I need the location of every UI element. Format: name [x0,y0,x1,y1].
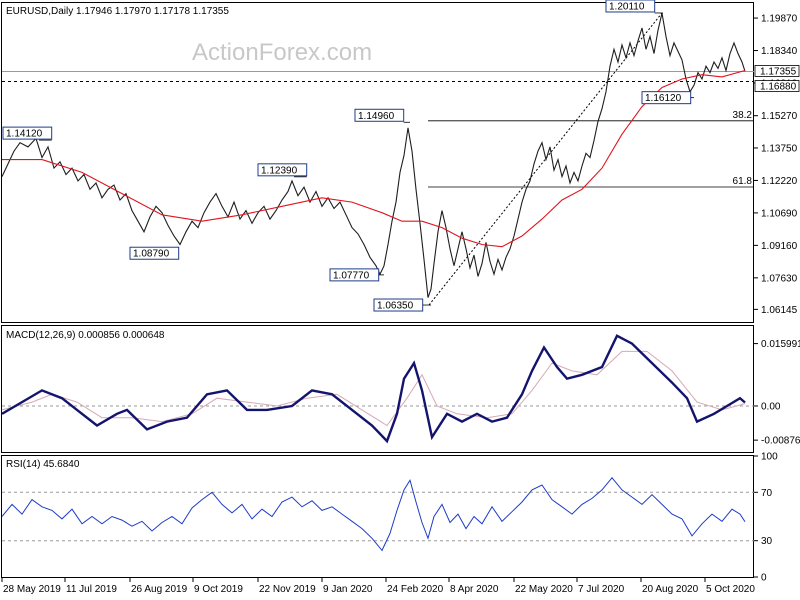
annotation-box [2,126,53,140]
x-tick-label: 24 Feb 2020 [387,584,444,595]
annotation-label: 1.06350 [377,301,414,312]
price-tick-label: 1.12220 [761,176,798,187]
annotation-label: 1.14120 [6,129,43,140]
current-price-label: 1.17355 [760,66,797,77]
x-tick-label: 22 Nov 2019 [259,584,316,595]
x-axis: 28 May 2019 11 Jul 2019 26 Aug 2019 9 Oct 2… [1,578,755,595]
price-tick-label: 1.19870 [761,14,798,25]
price-tick-label: 1.06145 [761,305,798,316]
macd-lines [1,334,746,444]
x-tick-label: 5 Oct 2020 [706,584,755,595]
price-tick-label: 1.13750 [761,143,798,154]
annotation-1.16120: 1.16120 [641,91,694,105]
x-tick-label: 26 Aug 2019 [131,584,188,595]
price-tick-label: 1.15270 [761,111,798,122]
x-tick-label: 7 Jul 2020 [578,584,625,595]
annotation-1.14960: 1.14960 [354,108,410,123]
rsi-panel-frame [1,455,754,578]
rsi-tick-label: 70 [761,488,773,499]
x-tick-label: 22 May 2020 [515,584,573,595]
annotation-1.14120: 1.14120 [2,126,53,141]
price-panel-frame [1,2,754,323]
rsi-lines [1,477,746,552]
rsi-y-axis-ticks: 100 70 30 0 [2,452,778,584]
macd-title: MACD(12,26,9) 0.000856 0.000648 [6,330,165,341]
macd-tick-label: 0.015991 [761,339,800,350]
rsi-tick-label: 100 [761,452,778,463]
x-tick-label: 8 Apr 2020 [450,584,499,595]
annotation-1.12390: 1.12390 [257,163,308,178]
support-price-tag [754,80,800,92]
x-tick-label: 11 Jul 2019 [66,584,117,595]
rsi-tick-label: 0 [761,573,767,584]
price-annotations: 1.14120 1.08790 1.12390 1.07770 1.14960 1.063… [2,0,694,312]
macd-tick-label: -0.00876 [761,436,800,447]
annotation-label: 1.07770 [333,270,370,281]
price-tick-label: 1.18340 [761,46,798,57]
annotation-label: 1.08790 [133,249,170,260]
price-tick-label: 1.09160 [761,241,798,252]
annotation-label: 1.14960 [358,111,395,122]
fib-label: 38.2 [733,110,753,121]
macd-panel-frame [1,325,754,453]
annotation-label: 1.12390 [261,165,298,176]
price-title: EURUSD,Daily 1.17946 1.17970 1.17178 1.1… [6,6,229,17]
macd-tick-label: 0.00 [761,401,781,412]
rsi-title: RSI(14) 45.6840 [6,459,80,470]
macd-line [1,334,746,444]
rsi-tick-label: 30 [761,536,773,547]
annotation-1.08790: 1.08790 [129,246,180,260]
fib-label: 61.8 [733,176,753,187]
annotation-1.20110: 1.20110 [605,0,663,14]
annotation-box [257,163,308,177]
price-tick-label: 1.07630 [761,273,798,284]
annotation-box [605,0,656,13]
price-levels: 38.2 61.8 [2,12,754,306]
price-line [1,13,746,298]
price-tags: 1.17355 1.16880 [754,65,800,93]
x-tick-label: 9 Jan 2020 [323,584,373,595]
current-price-tag [754,65,800,77]
x-tick-label: 9 Oct 2019 [194,584,243,595]
annotation-box [354,108,405,122]
macd-y-axis-ticks: 0.015991 0.00 -0.00876 [2,339,800,447]
price-tick-label: 1.10690 [761,208,798,219]
support-price-label: 1.16880 [760,82,797,93]
x-tick-label: 28 May 2019 [3,584,61,595]
x-tick-label: 20 Aug 2020 [642,584,699,595]
annotation-1.07770: 1.07770 [329,268,384,282]
annotation-label: 1.16120 [645,93,682,104]
annotation-label: 1.20110 [609,1,645,12]
watermark: ActionForex.com [192,39,372,66]
annotation-1.06350: 1.06350 [373,298,431,312]
rsi-line [1,477,746,552]
macd-signal-line [1,350,746,427]
